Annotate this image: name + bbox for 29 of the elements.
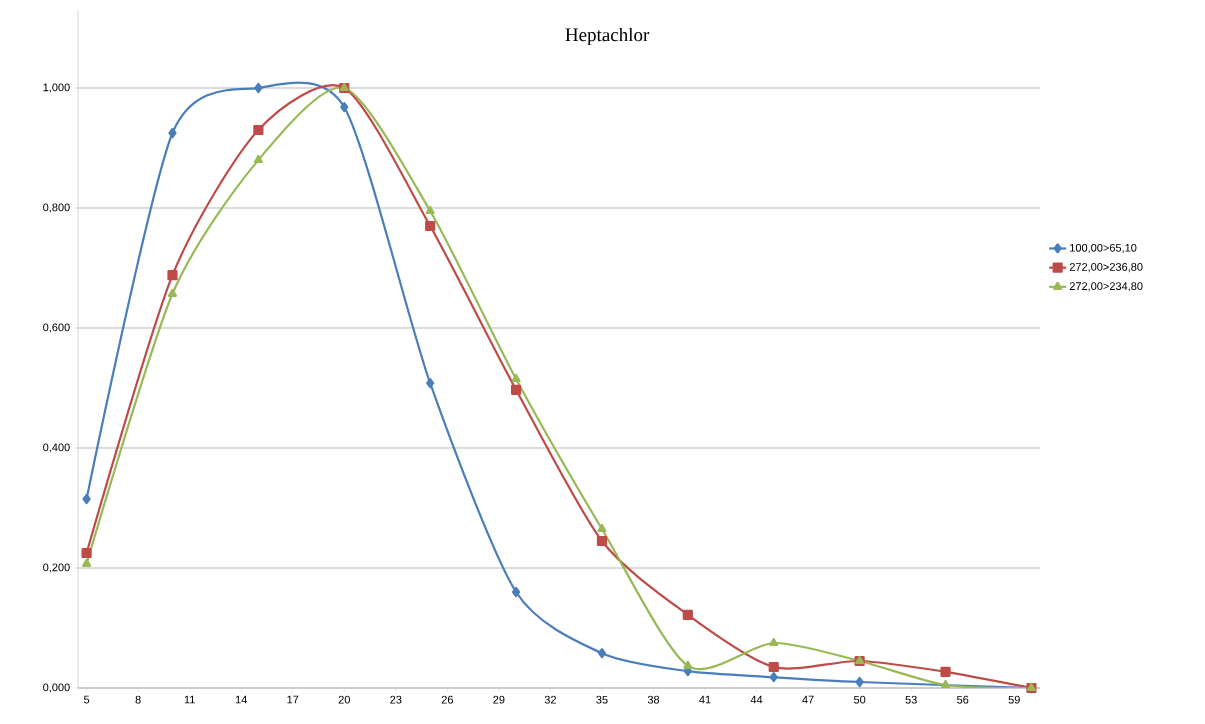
y-tick-label: 0,000 [43,683,70,693]
x-tick-label: 17 [287,695,299,704]
x-tick-label: 20 [338,695,350,704]
legend-label: 272,00>234,80 [1069,282,1143,292]
x-tick-label: 41 [699,695,711,704]
x-tick-label: 5 [83,695,90,704]
y-tick-label: 0,800 [43,203,70,213]
y-tick-label: 0,200 [43,563,70,573]
x-tick-label: 29 [493,695,505,704]
y-tick-label: 0,400 [43,443,70,453]
x-tick-label: 11 [184,695,195,704]
x-tick-label: 8 [135,695,141,704]
text: Heptachlor [565,27,650,46]
x-tick-label: 35 [596,695,608,704]
x-tick-label: 44 [750,695,763,704]
x-tick-label: 14 [235,695,247,704]
x-tick-label: 59 [1008,695,1020,704]
x-tick-label: 53 [905,695,917,704]
x-tick-label: 47 [802,695,814,704]
x-tick-label: 50 [853,695,866,704]
y-tick-label: 0,600 [43,323,70,333]
x-tick-label: 23 [390,695,402,704]
y-tick-label: 1,000 [43,83,70,93]
legend-label: 272,00>236,80 [1069,263,1143,273]
x-tick-label: 56 [957,695,969,704]
x-tick-label: 26 [441,695,453,704]
legend-label: 100,00>65,10 [1070,243,1137,253]
x-tick-label: 32 [544,695,556,704]
x-tick-label: 38 [647,695,660,704]
